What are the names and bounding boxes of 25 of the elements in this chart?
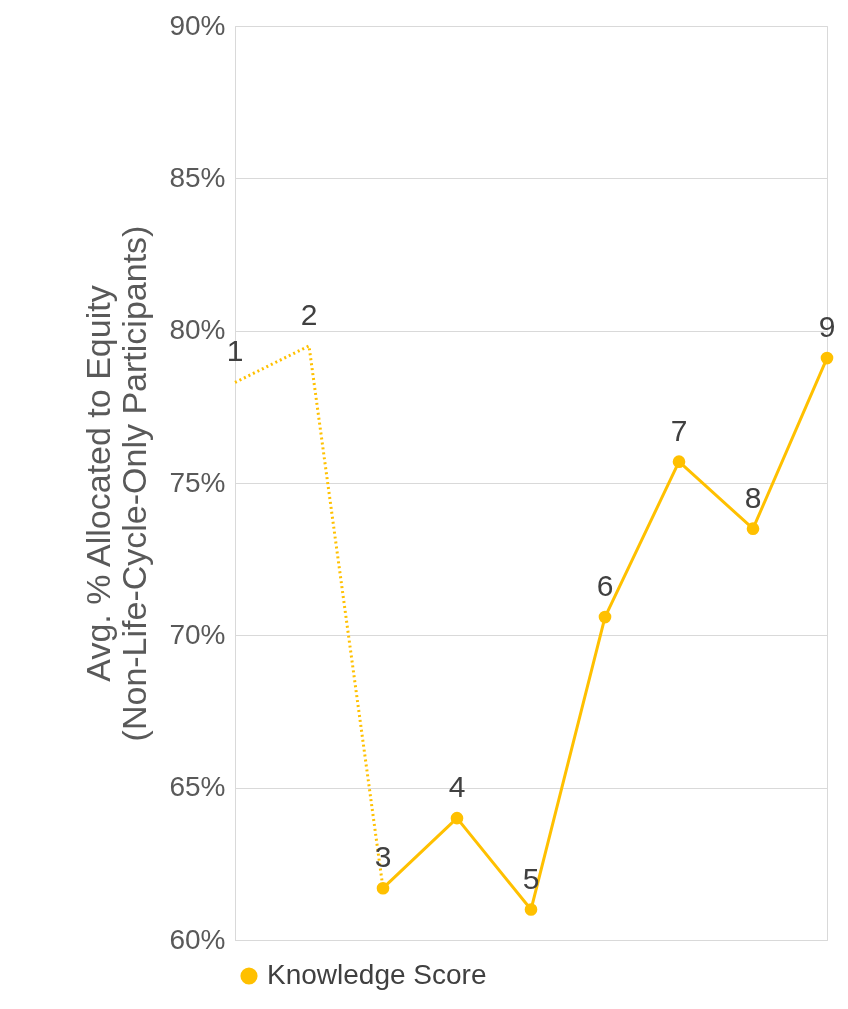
y-axis-title: Avg. % Allocated to Equity (Non-Life-Cycle-Only Participants)	[79, 225, 154, 742]
y-tick-label: 85%	[169, 161, 226, 193]
annotation: 9	[818, 310, 836, 344]
annotation: 6	[596, 569, 614, 603]
y-tick-label: 65%	[169, 771, 226, 803]
y-tick-label: 60%	[169, 923, 226, 955]
legend-label: Knowledge Score	[267, 959, 487, 990]
annotation: 1	[226, 334, 244, 368]
y-tick-label: 90%	[169, 9, 226, 41]
y-tick-label: 80%	[169, 314, 226, 346]
y-tick-label: 70%	[169, 618, 226, 650]
point	[524, 903, 538, 916]
annotation: 5	[522, 861, 540, 895]
annotation: 8	[744, 480, 762, 514]
annotation: 4	[448, 770, 466, 804]
point	[746, 522, 760, 536]
annotation: 2	[300, 297, 318, 331]
point	[376, 881, 390, 895]
point	[672, 455, 686, 468]
annotation: 3	[374, 840, 392, 874]
annotation: 7	[670, 413, 688, 447]
y-tick-label: 75%	[169, 466, 226, 498]
point	[598, 610, 612, 624]
point	[820, 351, 834, 365]
point	[450, 811, 464, 825]
